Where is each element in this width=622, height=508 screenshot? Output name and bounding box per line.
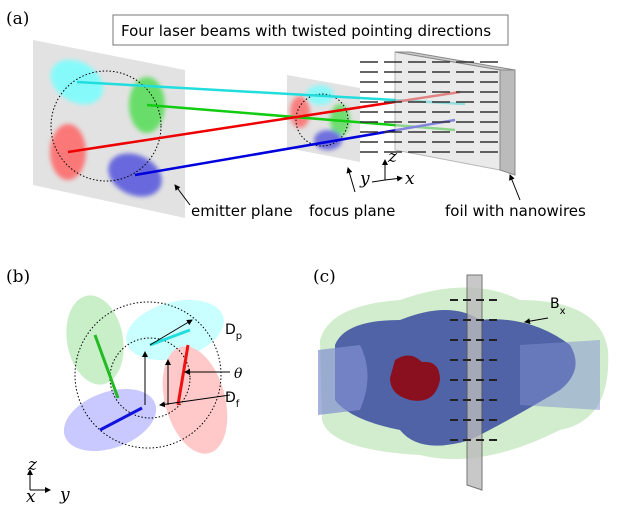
text: p (236, 331, 242, 342)
text: x (560, 306, 566, 317)
text: D (225, 322, 236, 338)
text: f (236, 399, 240, 410)
axes-b (27, 469, 51, 493)
symbol: θ (234, 366, 243, 382)
panel-title: Four laser beams with twisted pointing d… (121, 22, 491, 40)
spots-b (63, 295, 228, 454)
pointers (174, 167, 521, 206)
focus-circle (295, 93, 349, 147)
annotation: emitter plane (191, 202, 293, 220)
axes-a (371, 159, 403, 183)
isosurfaces (318, 274, 609, 491)
dims-b (142, 319, 231, 408)
inner-circle-b (109, 337, 191, 419)
panel-label: (c) (313, 267, 336, 287)
axis-label: x (405, 169, 415, 189)
focus-blue (314, 130, 342, 150)
axis-label: y (359, 169, 370, 189)
axis-label: z (387, 147, 398, 167)
dotted-circle-b (74, 301, 222, 449)
axis-label: z (27, 455, 38, 475)
focus-spots (290, 85, 350, 150)
dotted-circle (50, 70, 162, 182)
axis-label: x (26, 487, 36, 507)
symbol: Bx (550, 296, 566, 317)
focus-red (290, 96, 310, 128)
symbol: Dp (225, 322, 242, 342)
beams-b (93, 328, 191, 432)
annotations-b: Dp θ Df (225, 322, 243, 410)
axis-label: y (59, 485, 70, 505)
text: B (550, 296, 560, 312)
foil-c (466, 274, 483, 491)
text: D (225, 390, 236, 406)
annotation: foil with nanowires (445, 202, 586, 220)
foil (360, 51, 516, 176)
annotation: focus plane (309, 202, 395, 220)
panel-label: (a) (6, 9, 29, 29)
red-surface (390, 355, 440, 401)
title-box (112, 14, 509, 46)
symbol: Df (225, 390, 240, 410)
panel-label: (b) (6, 267, 30, 287)
pointer (524, 317, 549, 325)
